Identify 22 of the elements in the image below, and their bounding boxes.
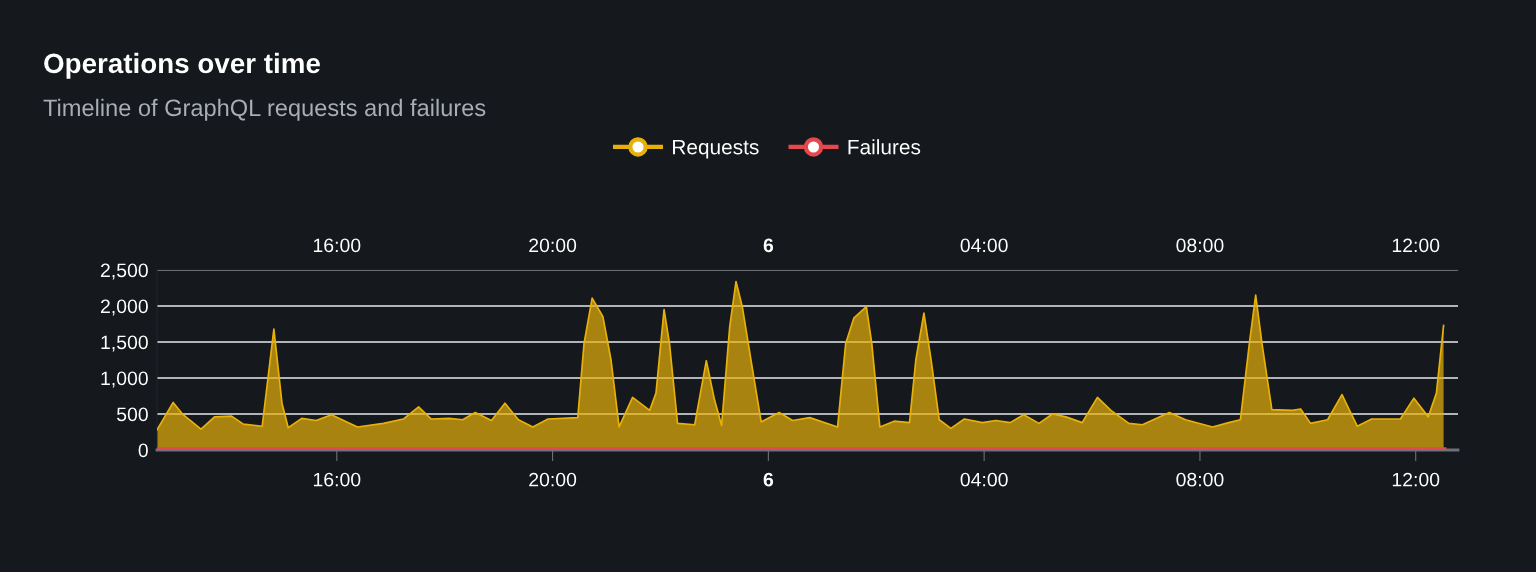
chart-subtitle: Timeline of GraphQL requests and failures — [43, 98, 486, 121]
legend-label: Failures — [848, 139, 921, 155]
x2-tick-label: 04:00 — [960, 238, 1008, 253]
legend-label: Requests — [673, 139, 759, 159]
chart-title: Operations over time — [44, 52, 320, 79]
x-tick-label: 6 — [763, 472, 774, 487]
x2-tick-label: 08:00 — [1176, 238, 1224, 253]
x-tick-label: 20:00 — [529, 472, 577, 487]
x-tick-label: 04:00 — [960, 472, 1008, 487]
y-tick-label: 0 — [138, 443, 148, 458]
x2-tick-label: 6 — [763, 238, 774, 253]
x-tick-label: 16:00 — [313, 472, 361, 487]
y-tick-label: 2,500 — [100, 263, 148, 280]
x2-tick-label: 20:00 — [529, 238, 577, 253]
x-tick-label: 12:00 — [1392, 472, 1440, 487]
x2-tick-label: 12:00 — [1392, 238, 1440, 253]
y-tick-label: 2,000 — [100, 299, 148, 316]
y-tick-label: 1,000 — [101, 371, 148, 388]
x-tick-label: 08:00 — [1176, 472, 1224, 487]
x2-tick-label: 16:00 — [313, 238, 361, 253]
y-tick-label: 500 — [116, 407, 148, 422]
y-tick-label: 1,500 — [101, 335, 148, 352]
